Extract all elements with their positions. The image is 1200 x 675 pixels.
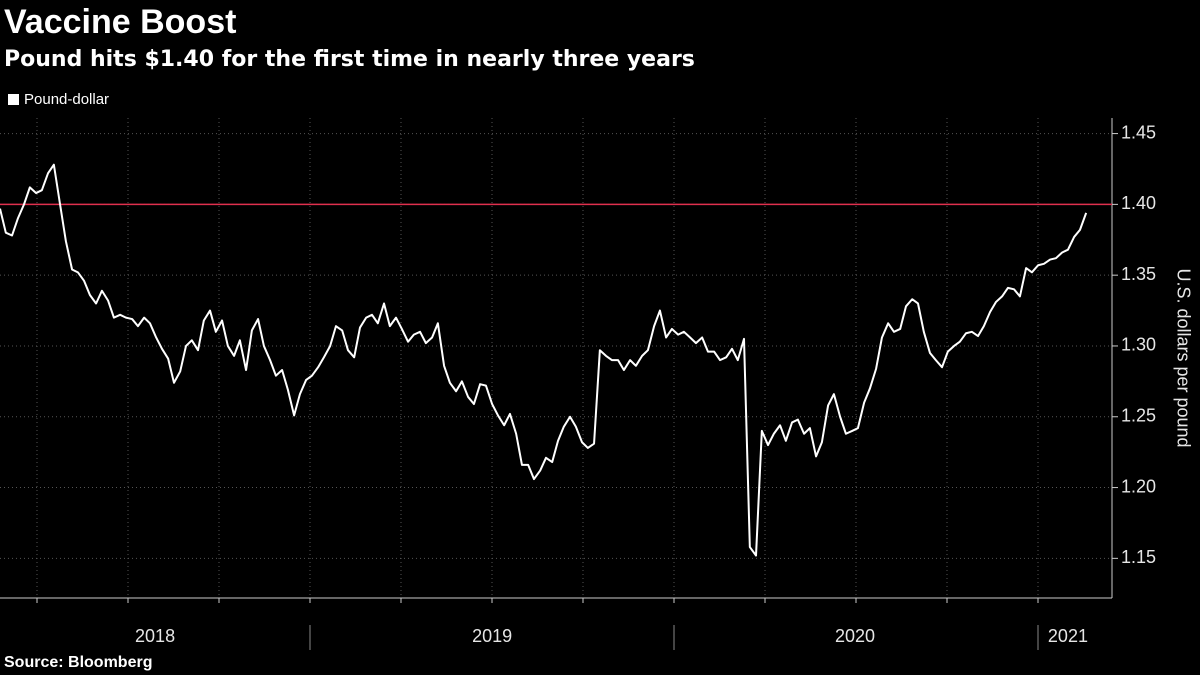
x-tick-label: 2020 [835,626,875,646]
y-tick-label: 1.25 [1121,406,1156,426]
chart-subtitle: Pound hits $1.40 for the first time in n… [4,47,695,72]
legend-label: Pound-dollar [24,91,109,108]
y-axis-title: U.S. dollars per pound [1173,268,1193,447]
source: Source: Bloomberg [4,654,152,671]
y-tick-label: 1.30 [1121,335,1156,355]
x-tick-label: 2018 [135,626,175,646]
y-tick-label: 1.15 [1121,547,1156,567]
data-line [0,163,1088,557]
x-tick-label: 2019 [472,626,512,646]
chart-title: Vaccine Boost [4,3,236,41]
y-tick-label: 1.45 [1121,122,1156,142]
legend-swatch [8,94,19,105]
y-tick-label: 1.35 [1121,264,1156,284]
y-tick-label: 1.40 [1121,193,1156,213]
x-tick-label: 2021 [1048,626,1088,646]
y-tick-label: 1.20 [1121,476,1156,496]
